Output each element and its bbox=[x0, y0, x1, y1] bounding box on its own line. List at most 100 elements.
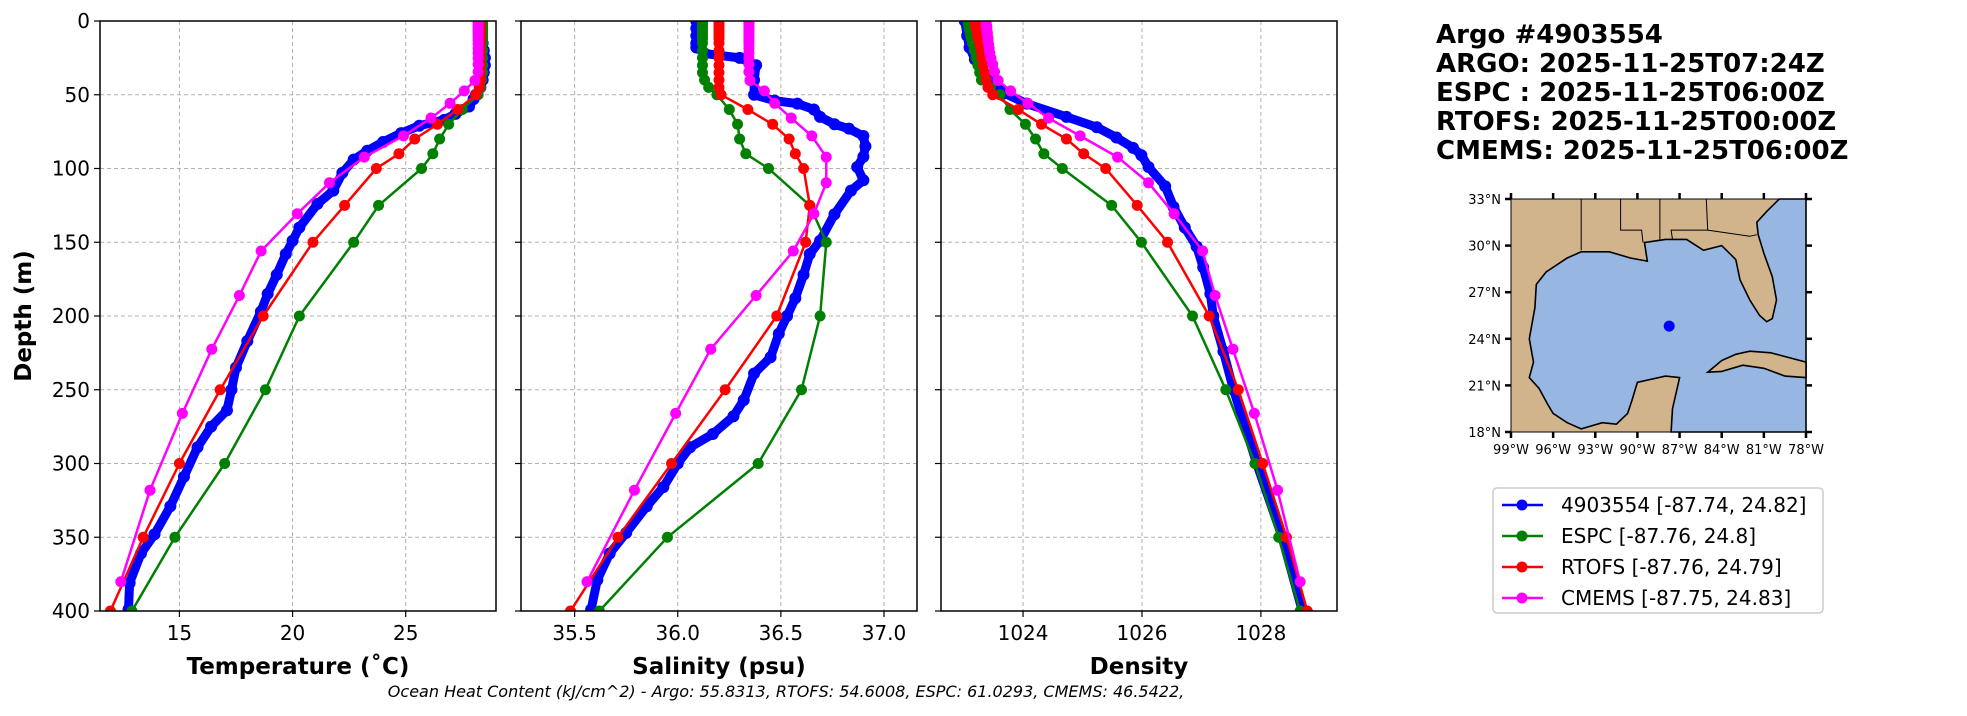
cmems-time: CMEMS: 2025-11-25T06:00Z bbox=[1436, 136, 1848, 166]
data-point bbox=[307, 236, 319, 248]
data-point bbox=[370, 163, 382, 174]
data-point bbox=[1106, 199, 1118, 211]
series-line bbox=[984, 21, 1302, 584]
legend-label: RTOFS [-87.76, 24.79] bbox=[1561, 555, 1782, 579]
data-point bbox=[703, 81, 715, 93]
x-tick-label: 15 bbox=[167, 621, 192, 645]
data-point bbox=[1078, 148, 1090, 160]
data-point bbox=[1035, 118, 1047, 130]
data-point bbox=[291, 208, 303, 220]
data-point bbox=[206, 343, 218, 355]
x-axis-label-salinity: Salinity (psu) bbox=[632, 654, 806, 680]
argo-time: ARGO: 2025-11-25T07:24Z bbox=[1436, 49, 1825, 79]
data-point bbox=[425, 112, 437, 124]
y-tick-label: 100 bbox=[52, 157, 90, 181]
data-point bbox=[1227, 343, 1239, 355]
data-point bbox=[1249, 458, 1261, 469]
legend: 4903554 [-87.74, 24.82] ESPC [-87.76, 24.… bbox=[1492, 487, 1824, 614]
series-line bbox=[124, 21, 490, 611]
state-border bbox=[1670, 198, 1709, 240]
data-point bbox=[1294, 576, 1306, 588]
data-point bbox=[1248, 407, 1260, 419]
lon-tick-label: 78°W bbox=[1788, 443, 1824, 458]
legend-marker-icon bbox=[1516, 530, 1528, 542]
data-point bbox=[857, 150, 870, 163]
lat-tick-label: 21°N bbox=[1468, 379, 1501, 394]
data-point bbox=[857, 130, 870, 143]
data-point bbox=[1197, 245, 1209, 257]
data-point bbox=[1005, 85, 1017, 97]
data-point bbox=[469, 74, 481, 86]
data-point bbox=[769, 97, 781, 109]
data-point bbox=[1038, 148, 1050, 160]
lat-tick-label: 18°N bbox=[1468, 426, 1501, 441]
data-point bbox=[214, 384, 226, 396]
data-point bbox=[743, 66, 755, 78]
data-point bbox=[126, 605, 138, 611]
data-point bbox=[585, 603, 598, 611]
state-border bbox=[1620, 199, 1644, 243]
data-point bbox=[397, 130, 409, 142]
data-point bbox=[593, 605, 605, 611]
data-point bbox=[744, 74, 756, 86]
lat-tick-label: 30°N bbox=[1468, 240, 1501, 255]
data-point bbox=[177, 470, 190, 483]
data-point bbox=[1056, 163, 1068, 174]
data-point bbox=[444, 97, 456, 109]
data-point bbox=[750, 289, 762, 301]
data-point bbox=[323, 177, 335, 189]
x-tick-label: 1026 bbox=[1117, 621, 1168, 645]
data-point bbox=[797, 268, 810, 281]
lat-tick-label: 27°N bbox=[1468, 286, 1501, 301]
data-point bbox=[798, 163, 810, 174]
panel-1: 35.5 36.0 36.5 37.0 bbox=[515, 20, 918, 645]
series-espc bbox=[593, 21, 832, 611]
map-frame bbox=[1510, 198, 1807, 433]
data-point bbox=[772, 327, 785, 340]
data-point bbox=[987, 89, 999, 101]
data-point bbox=[781, 310, 794, 322]
data-point bbox=[748, 367, 761, 380]
data-point bbox=[1127, 141, 1140, 154]
data-point bbox=[737, 394, 750, 407]
data-point bbox=[219, 458, 231, 469]
data-point bbox=[1301, 605, 1313, 611]
data-point bbox=[740, 148, 752, 160]
data-point bbox=[233, 289, 245, 301]
data-point bbox=[789, 292, 802, 305]
data-point bbox=[1074, 130, 1086, 142]
y-tick-label: 50 bbox=[65, 83, 90, 107]
data-point bbox=[173, 458, 185, 469]
legend-label: 4903554 [-87.74, 24.82] bbox=[1561, 493, 1806, 517]
data-point bbox=[164, 500, 177, 513]
data-point bbox=[229, 361, 242, 374]
data-point bbox=[1135, 149, 1148, 162]
legend-marker-icon bbox=[1516, 592, 1528, 604]
float-title: Argo #4903554 bbox=[1436, 20, 1663, 50]
data-point bbox=[748, 88, 761, 101]
data-point bbox=[705, 343, 717, 355]
data-point bbox=[758, 85, 770, 97]
data-point bbox=[1220, 384, 1232, 396]
data-point bbox=[581, 576, 593, 588]
data-point bbox=[348, 236, 360, 248]
data-point bbox=[734, 133, 746, 145]
data-point bbox=[857, 174, 870, 187]
data-point bbox=[1257, 458, 1269, 469]
data-point bbox=[339, 199, 351, 211]
data-point bbox=[470, 89, 482, 101]
data-point bbox=[804, 199, 816, 211]
data-point bbox=[409, 133, 421, 145]
data-point bbox=[293, 221, 306, 234]
data-point bbox=[1060, 110, 1073, 123]
x-tick-label: 36.5 bbox=[759, 621, 804, 645]
data-point bbox=[842, 122, 855, 135]
data-point bbox=[814, 310, 826, 322]
float-location-marker bbox=[1663, 320, 1675, 332]
data-point bbox=[1209, 289, 1221, 301]
data-point bbox=[1043, 112, 1055, 124]
data-point bbox=[137, 531, 149, 543]
data-point bbox=[591, 574, 604, 587]
data-point bbox=[612, 531, 624, 543]
